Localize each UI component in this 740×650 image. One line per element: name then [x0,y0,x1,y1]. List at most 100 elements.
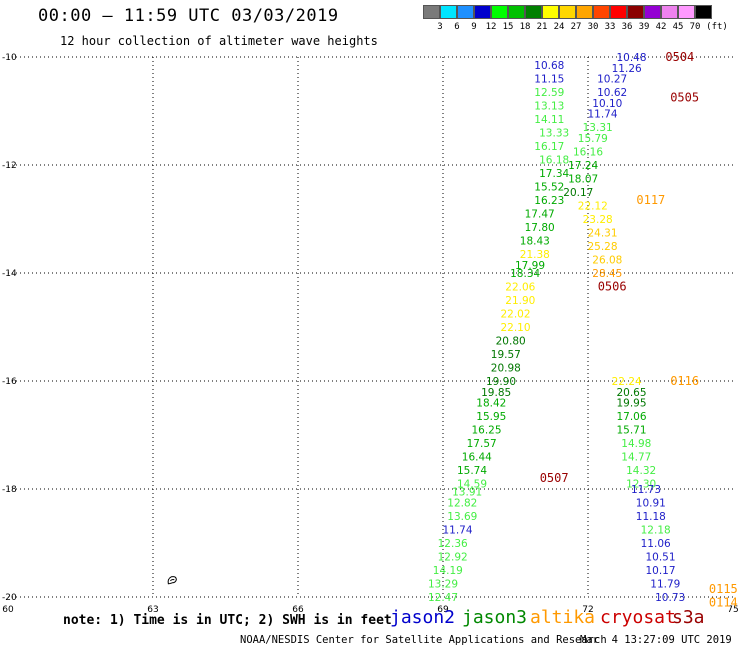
swh-value-label: 11.26 [612,63,642,75]
swh-value-label: 10.91 [636,498,666,510]
color-scale-swatch [559,5,576,19]
color-scale-swatch [542,5,559,19]
swh-value-label: 26.08 [592,255,622,267]
swh-value-label: 10.27 [597,74,627,86]
swh-value-label: 19.90 [486,376,516,388]
color-scale-swatch [695,5,712,19]
swh-value-label: 22.02 [500,309,530,321]
swh-value-label: 15.52 [534,182,564,194]
landmass-shape [167,576,177,585]
color-scale-label: 45 [672,22,684,32]
credit-text: NOAA/NESDIS Center for Satellite Applica… [240,634,607,646]
swh-value-label: 12.82 [447,498,477,510]
swh-value-label: 17.47 [525,209,555,221]
satellite-label: altika [530,607,596,628]
color-scale-label: 70 [689,22,701,32]
y-tick-label: -18 [2,485,17,495]
swh-value-label: 17.57 [467,438,497,450]
x-tick-label: 66 [292,605,304,615]
swh-value-label: 14.98 [621,438,651,450]
generated-timestamp: Mar 4 13:27:09 UTC 2019 [580,634,732,646]
swh-value-label: 22.12 [578,201,608,213]
swh-value-label: 11.18 [636,511,666,523]
swh-value-label: 11.74 [442,525,472,537]
color-scale-swatch [423,5,440,19]
color-scale-label: 15 [502,22,514,32]
swh-value-label: 23.28 [583,214,613,226]
satellite-label: s3a [672,607,705,628]
swh-value-label: 11.79 [650,579,680,591]
pass-time-label: 0114 [709,595,738,609]
swh-value-label: 11.06 [641,538,671,550]
swh-value-label: 17.24 [568,160,598,172]
x-tick-label: 60 [2,605,14,615]
x-tick-label: 63 [147,605,158,615]
pass-time-label: 0507 [540,471,569,485]
color-scale-swatch [627,5,644,19]
color-scale-label: 24 [553,22,565,32]
swh-value-label: 14.59 [457,479,487,491]
swh-value-label: 16.25 [471,425,501,437]
color-scale-label: 21 [536,22,548,32]
swh-value-label: 16.23 [534,195,564,207]
swh-value-label: 17.99 [515,260,545,272]
color-scale-swatch [678,5,695,19]
swh-value-label: 17.34 [539,168,569,180]
swh-value-label: 14.19 [433,565,463,577]
swh-value-label: 16.17 [534,141,564,153]
swh-value-label: 15.79 [578,133,608,145]
swh-value-label: 19.57 [491,349,521,361]
swh-value-label: 28.45 [592,268,622,280]
swh-value-label: 10.51 [645,552,675,564]
color-scale-label: 3 [437,22,443,32]
swh-value-label: 22.06 [505,282,535,294]
color-scale-label: 6 [454,22,460,32]
color-scale-label: 9 [471,22,477,32]
pass-time-label: 0115 [709,582,738,596]
y-tick-label: -16 [2,377,17,387]
swh-value-label: 24.31 [587,228,617,240]
swh-value-label: 10.68 [534,60,564,72]
color-scale-swatch [474,5,491,19]
color-scale-label: 30 [587,22,599,32]
pass-time-label: 0504 [665,50,694,64]
color-scale-swatch [576,5,593,19]
swh-value-label: 10.48 [616,52,646,64]
color-scale-label: 12 [485,22,497,32]
swh-value-label: 17.80 [525,222,555,234]
color-scale-bar [423,5,712,19]
swh-value-label: 19.95 [616,398,646,410]
swh-value-label: 10.62 [597,87,627,99]
satellite-label: jason2 [390,607,456,628]
color-scale-swatch [525,5,542,19]
swh-value-label: 25.28 [587,241,617,253]
swh-value-label: 10.10 [592,98,622,110]
swh-value-label: 22.24 [612,376,642,388]
swh-value-label: 14.32 [626,465,656,477]
x-tick-label: 75 [727,605,738,615]
swh-value-label: 19.85 [481,387,511,399]
chart-title: 00:00 – 11:59 UTC 03/03/2019 [38,6,339,26]
swh-value-label: 13.29 [428,579,458,591]
pass-time-label: 0117 [636,193,665,207]
swh-value-label: 21.90 [505,295,535,307]
swh-value-label: 13.13 [534,101,564,113]
swh-value-label: 18.42 [476,398,506,410]
swh-value-label: 10.73 [655,592,685,604]
swh-value-label: 14.77 [621,452,651,464]
color-scale-unit: (ft) [706,22,728,32]
color-scale-swatch [610,5,627,19]
color-scale-swatch [508,5,525,19]
swh-value-label: 20.17 [563,187,593,199]
swh-value-label: 13.31 [583,122,613,134]
color-scale-swatch [661,5,678,19]
swh-value-label: 12.47 [428,592,458,604]
swh-value-label: 12.36 [438,538,468,550]
x-tick-label: 69 [437,605,449,615]
y-tick-label: -20 [2,593,17,603]
swh-value-label: 16.18 [539,155,569,167]
swh-value-label: 14.11 [534,114,564,126]
swh-value-label: 15.74 [457,465,487,477]
